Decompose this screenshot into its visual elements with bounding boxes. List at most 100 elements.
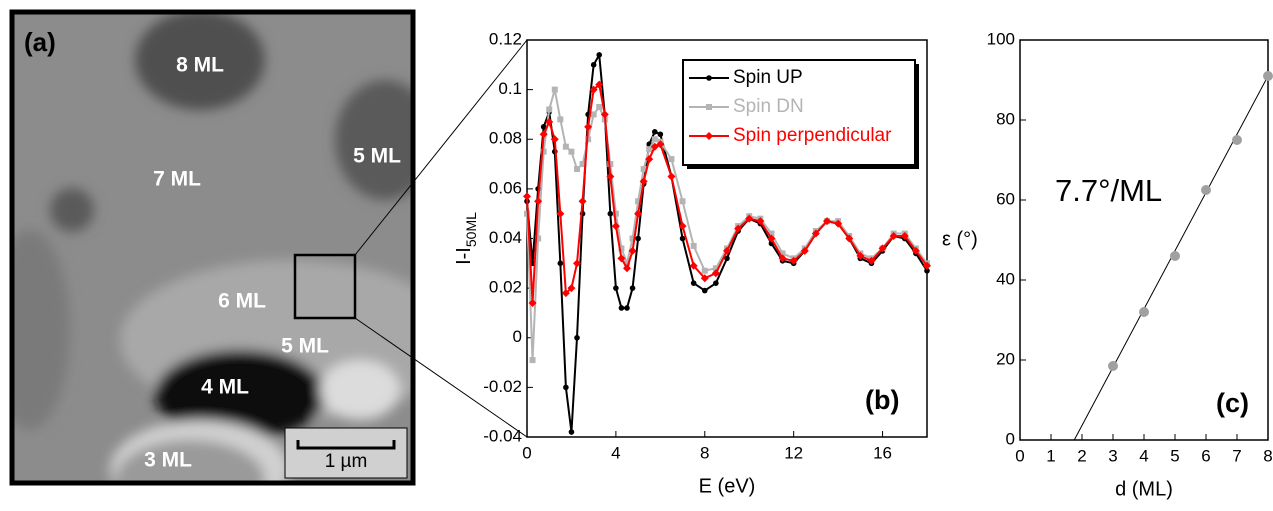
x-tick-label: 12 (784, 443, 803, 462)
x-tick-label: 1 (1046, 446, 1055, 465)
point (711, 269, 720, 278)
point (584, 122, 593, 131)
region-label: 7 ML (153, 168, 201, 191)
blob (320, 360, 400, 420)
point (523, 192, 531, 201)
point (545, 117, 554, 126)
point (611, 222, 620, 231)
x-tick-label: 2 (1077, 446, 1086, 465)
point (679, 198, 686, 205)
point (606, 172, 615, 181)
point (550, 135, 559, 144)
point (923, 261, 931, 270)
point (535, 235, 542, 242)
point (562, 143, 569, 150)
point (667, 172, 676, 181)
legend-marker (706, 75, 712, 81)
panel-label: (b) (865, 385, 899, 415)
y-tick-label: 0.06 (489, 178, 522, 197)
region-label: 6 ML (218, 290, 266, 313)
y-tick-label: 0 (513, 327, 522, 346)
y-tick-label: 0.08 (489, 129, 522, 148)
point (639, 177, 648, 186)
point (651, 129, 658, 135)
point (646, 146, 653, 153)
y-axis-label-sub: 50ML (463, 212, 479, 247)
x-tick-label: 16 (873, 443, 892, 462)
point (713, 280, 719, 286)
point (1108, 361, 1118, 371)
point (540, 148, 547, 155)
legend-marker (706, 104, 712, 110)
y-tick-label: 0.02 (489, 278, 522, 297)
region-label: 5 ML (353, 145, 401, 168)
point (657, 131, 664, 138)
y-tick-label: 40 (996, 269, 1015, 288)
point (679, 235, 686, 242)
point (578, 197, 587, 206)
point (712, 265, 719, 272)
point (618, 305, 625, 311)
blob (335, 80, 415, 200)
x-tick-label: 6 (1201, 446, 1210, 465)
point (823, 217, 831, 226)
point (1201, 185, 1211, 195)
point (528, 299, 537, 308)
plot-frame (1019, 39, 1269, 441)
point (629, 285, 636, 291)
point (551, 86, 558, 93)
point (634, 209, 643, 218)
point (856, 251, 865, 260)
zoom-line (354, 39, 528, 256)
x-tick-label: 0 (1015, 446, 1024, 465)
point (889, 232, 898, 241)
point (690, 242, 697, 249)
point (900, 232, 909, 241)
point (635, 235, 641, 242)
point (701, 267, 708, 274)
y-axis-label: ε (°) (942, 228, 978, 250)
y-tick-label: 0.12 (489, 29, 522, 48)
point (734, 224, 743, 233)
point (568, 148, 575, 155)
point (745, 214, 754, 223)
y-tick-label: 0.1 (498, 79, 522, 98)
x-axis-label: d (ML) (1115, 478, 1173, 500)
x-tick-label: 4 (611, 443, 620, 462)
x-tick-label: 5 (1170, 446, 1179, 465)
point (539, 130, 548, 139)
point (574, 166, 580, 173)
point (678, 222, 687, 231)
panel-label: (c) (1216, 388, 1249, 418)
point (617, 254, 626, 263)
y-tick-label: 100 (987, 29, 1015, 48)
point (573, 259, 581, 268)
point (568, 429, 575, 435)
point (607, 210, 614, 217)
point (689, 261, 698, 270)
point (756, 217, 765, 226)
point (529, 357, 536, 364)
blob (50, 188, 94, 232)
scale-label: 1 µm (325, 451, 368, 472)
point (607, 161, 614, 168)
point (534, 197, 543, 206)
legend-label: Spin UP (733, 67, 803, 88)
point (612, 210, 619, 217)
y-tick-label: 20 (996, 349, 1015, 368)
point (724, 255, 730, 262)
point (640, 166, 647, 173)
point (540, 124, 547, 130)
point (595, 80, 604, 89)
point (557, 116, 564, 123)
point (590, 62, 597, 68)
image-features (10, 10, 415, 485)
point (1263, 71, 1273, 81)
point (723, 246, 731, 255)
point (1232, 135, 1242, 145)
point (878, 244, 887, 253)
point (834, 219, 843, 228)
point (668, 156, 675, 163)
point (700, 274, 709, 283)
